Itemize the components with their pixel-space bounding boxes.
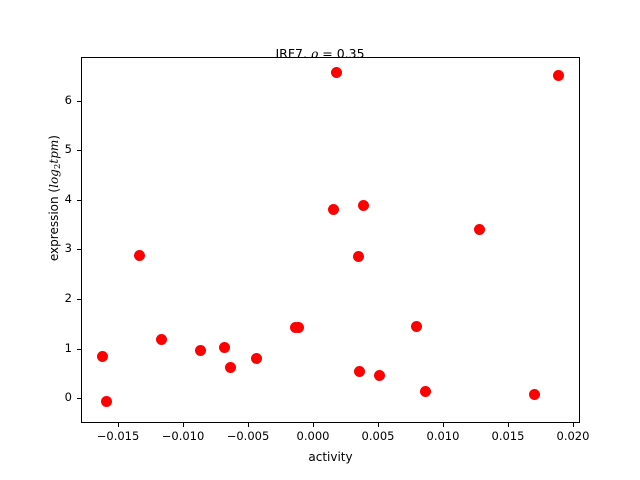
scatter-point [373,370,385,382]
x-tick-mark [572,423,574,427]
x-tick-mark [248,423,250,427]
y-tick-label: 4 [64,191,72,206]
scatter-point [195,345,207,357]
y-tick-mark [77,398,81,400]
y-tick-mark [77,348,81,350]
y-label-prefix: expression ( [46,187,61,262]
y-tick-label: 2 [64,291,72,306]
x-tick-label: 0.020 [556,429,590,443]
scatter-point [96,350,108,362]
scatter-point [352,251,364,263]
scatter-point [292,322,304,334]
y-tick-mark [77,150,81,152]
x-tick-label: −0.015 [96,429,140,443]
x-tick-mark [183,423,185,427]
y-tick-mark [77,299,81,301]
scatter-point [251,352,263,364]
scatter-point [354,365,365,377]
y-label-suffix: ) [46,135,61,140]
x-tick-mark [378,423,379,427]
y-tick-mark [77,100,81,102]
scatter-point [529,388,541,400]
x-tick-label: −0.005 [226,429,270,443]
scatter-point [100,396,112,408]
x-tick-mark [313,423,315,427]
scatter-point [156,333,168,345]
x-tick-mark [442,423,444,427]
x-tick-mark [507,423,509,427]
scatter-point [328,204,339,216]
y-label-subscript: 2 [53,163,64,170]
scatter-point [473,224,485,236]
x-tick-label: 0.005 [361,429,395,443]
x-tick-label: 0.000 [296,429,330,443]
y-tick-label: 3 [64,241,72,256]
scatter-point [330,67,342,79]
scatter-point [225,362,237,374]
scatter-point [218,341,230,353]
x-tick-label: 0.010 [426,429,460,443]
y-tick-mark [77,249,81,251]
scatter-point [357,200,369,212]
rho-symbol: ρ [310,46,319,61]
scatter-point [420,385,432,397]
y-tick-label: 0 [64,390,72,405]
scatter-point [411,321,423,333]
y-tick-label: 1 [64,340,72,355]
plot-axes [81,57,580,423]
y-axis-label: expression (log2tpm) [47,48,63,348]
x-axis-label: activity [308,450,353,464]
y-label-log: log [46,169,61,188]
y-tick-mark [77,199,81,201]
y-label-tpm: tpm [46,139,61,164]
x-tick-label: −0.010 [161,429,205,443]
scatter-point [552,70,564,82]
y-tick-label: 5 [64,142,72,157]
scatter-plot-surface [82,58,579,422]
scatter-point [134,250,146,262]
x-tick-mark [118,423,120,427]
x-tick-label: 0.015 [491,429,525,443]
y-tick-label: 6 [64,92,72,107]
